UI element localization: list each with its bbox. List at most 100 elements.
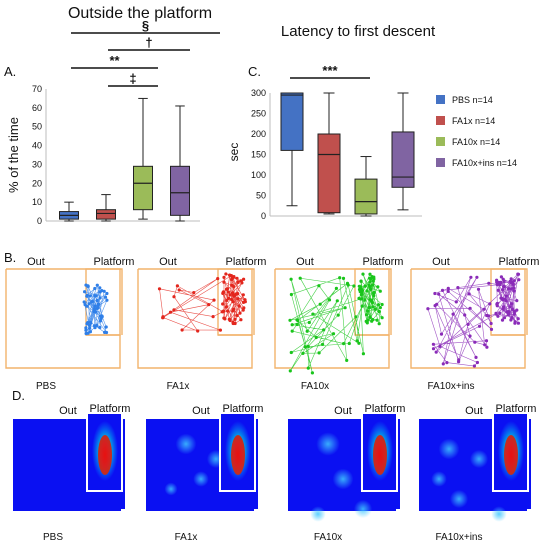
trace-point (517, 278, 521, 282)
trace-point (295, 318, 299, 322)
trace-point (488, 302, 492, 306)
trace-point (508, 305, 512, 309)
trace-point (516, 317, 520, 321)
trace-point (221, 291, 225, 295)
group-label: PBS (43, 532, 63, 543)
trace-point (506, 313, 510, 317)
track-map-2: Out Platform FA10x (274, 256, 403, 392)
trace-point (98, 296, 102, 300)
trace-point (513, 320, 517, 324)
trace-point (222, 280, 226, 284)
track-map-3: Out Platform FA10x+ins (410, 256, 539, 392)
trace-point (298, 276, 302, 280)
track-map-1: Out Platform FA1x (137, 256, 266, 392)
trace-point (502, 284, 506, 289)
track-map-0: Out Platform PBS (5, 256, 134, 392)
significance-symbol: ‡ (129, 71, 136, 86)
trace-point (378, 289, 382, 293)
panel-a-title: Outside the platform (68, 5, 212, 22)
trace-point (498, 311, 502, 315)
trace-point (438, 344, 442, 348)
trace-point (229, 274, 233, 278)
panel-c-boxes (280, 92, 415, 217)
trace-point (95, 298, 99, 303)
trace-point (289, 350, 293, 355)
trace-point (343, 306, 347, 310)
significance-symbol: † (145, 35, 152, 50)
trace-point (99, 317, 103, 321)
trace-point (509, 287, 513, 291)
trace-point (226, 309, 230, 313)
y-tick-label: 40 (32, 141, 42, 151)
heatmap-hotspot (449, 489, 469, 509)
box-1 (96, 194, 116, 222)
trace-point (502, 316, 507, 320)
trace-point (482, 307, 486, 311)
trace-point (175, 284, 179, 288)
trace-point (446, 289, 450, 293)
trace-point (241, 300, 246, 304)
trace-point (84, 328, 88, 332)
trace-point (93, 286, 97, 291)
trace-point (431, 342, 435, 346)
trace-point (236, 297, 240, 301)
trace-point (475, 360, 479, 365)
y-tick-label: 70 (32, 84, 42, 94)
trace-point (377, 322, 381, 326)
trace-point (290, 329, 294, 333)
trace-point (501, 288, 505, 292)
trace-point (441, 362, 445, 366)
heatmap-hotspot (438, 438, 460, 460)
y-tick-label: 100 (251, 170, 266, 180)
y-tick-label: 300 (251, 88, 266, 98)
trace-point (87, 302, 91, 306)
trace-point (504, 294, 508, 298)
trace-point (227, 296, 231, 300)
trace-point (507, 310, 511, 314)
panel-b-label: B. (4, 250, 16, 265)
trace-point (372, 275, 376, 279)
group-label: FA10x+ins (436, 532, 483, 543)
trace-point (506, 287, 511, 291)
trace-point (476, 287, 481, 291)
trace-point (467, 292, 471, 296)
legend-swatch (436, 158, 445, 167)
trace-point (426, 307, 430, 311)
legend-swatch (436, 137, 445, 146)
trace-point (105, 298, 109, 302)
panel-a-significance: § † ** ‡ (71, 18, 220, 87)
trace-point (510, 280, 515, 284)
trace-point (338, 276, 342, 280)
heatmap-3: Out Platform FA10x+ins (419, 403, 536, 543)
trace-point (498, 283, 502, 287)
trace-point (237, 304, 241, 308)
box-1 (317, 92, 341, 215)
trace-point (100, 314, 104, 318)
platform-outline (85, 268, 121, 336)
trace-point (218, 328, 222, 332)
trace-point (311, 312, 315, 316)
trace-point (306, 344, 310, 348)
trace-point (161, 315, 165, 319)
trace-point (370, 319, 374, 323)
trace-point (231, 300, 235, 304)
trace-point (342, 342, 346, 346)
trace-point (439, 332, 444, 336)
heatmap-hotspot (332, 468, 354, 490)
trace-point (361, 352, 365, 356)
out-label: Out (27, 256, 45, 268)
box-2 (354, 156, 378, 217)
significance-symbol: *** (322, 63, 338, 78)
trace-point (357, 341, 361, 345)
arena-outline (5, 268, 123, 369)
trace-point (504, 299, 508, 303)
significance-symbol: ** (109, 53, 120, 68)
trace-point (510, 307, 514, 311)
trace-point (84, 331, 88, 336)
trace-point (431, 347, 436, 351)
trace-point (360, 304, 364, 308)
trace-point (105, 291, 109, 296)
trace-point (85, 293, 89, 297)
trace-point (230, 283, 234, 287)
heatmap-hotspot (431, 471, 447, 487)
